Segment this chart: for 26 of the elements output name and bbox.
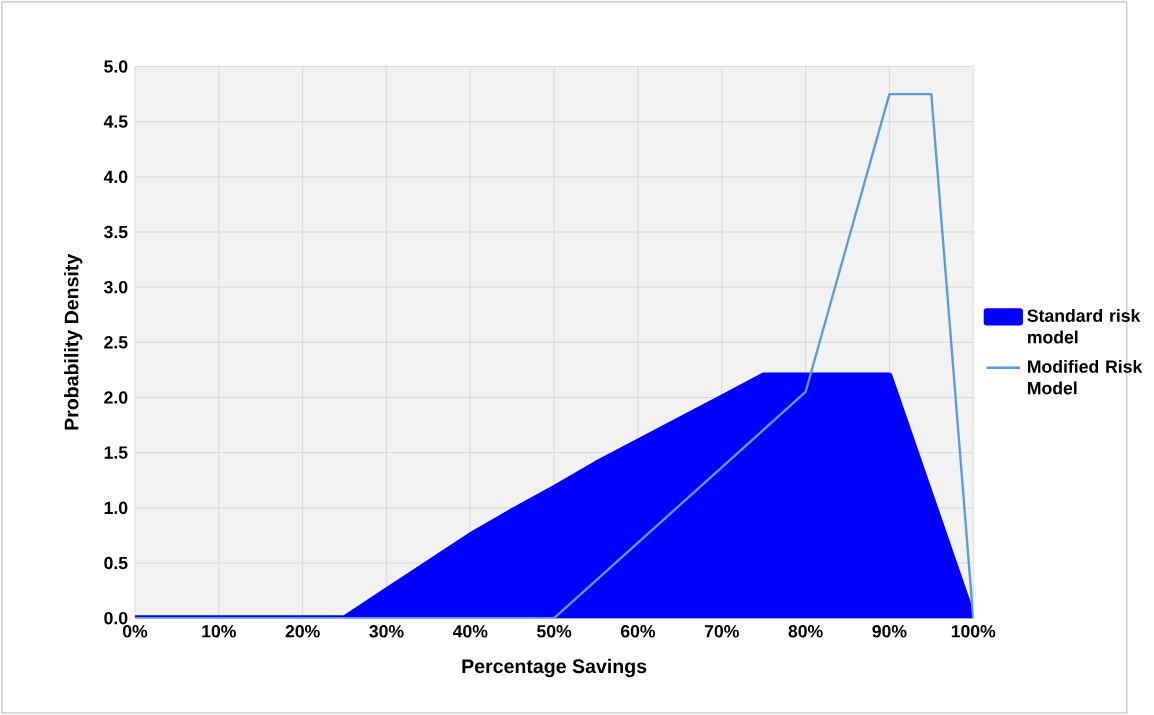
x-axis-title: Percentage Savings — [462, 658, 647, 678]
y-axis-title: Probability Density — [64, 253, 83, 430]
y-tick-label: 3.0 — [104, 280, 128, 294]
x-tick-label: 60% — [620, 625, 656, 638]
y-tick-label: 0.5 — [104, 556, 128, 570]
y-tick-label: 1.0 — [104, 501, 128, 515]
legend-label: Modified Risk Model — [1028, 359, 1143, 395]
legend-label: Standard risk model — [1027, 309, 1141, 344]
y-tick-label: 0.0 — [104, 611, 128, 625]
y-tick-label: 4.0 — [103, 170, 128, 184]
y-tick-label: 5.0 — [104, 60, 128, 73]
y-tick-label: 1.5 — [104, 446, 128, 459]
x-tick-label: 50% — [537, 625, 572, 638]
x-tick-label: 30% — [369, 625, 404, 638]
x-tick-label: 20% — [285, 625, 320, 638]
x-tick-label: 40% — [452, 625, 488, 638]
x-tick-label: 70% — [704, 625, 739, 638]
y-tick-label: 2.0 — [104, 391, 128, 404]
y-tick-label: 3.5 — [104, 225, 128, 239]
x-tick-label: 100% — [951, 625, 996, 638]
x-tick-label: 10% — [202, 625, 236, 638]
x-tick-label: 90% — [872, 625, 907, 638]
x-tick-label: 0% — [122, 625, 148, 638]
y-tick-label: 4.5 — [103, 115, 128, 128]
y-tick-label: 2.5 — [104, 336, 128, 349]
x-tick-label: 80% — [788, 625, 823, 638]
